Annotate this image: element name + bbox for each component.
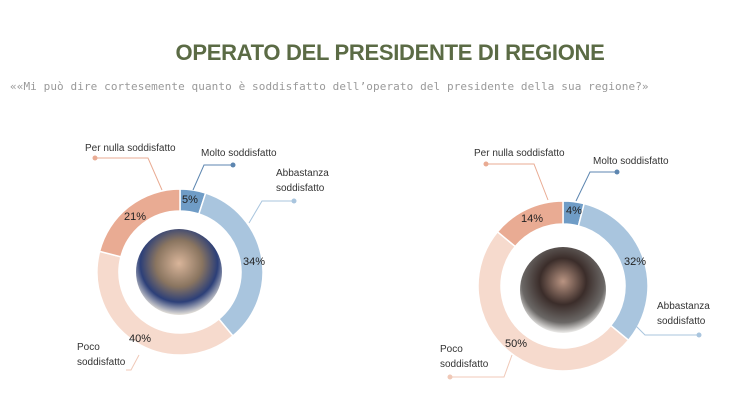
legend-molto: Molto soddisfatto: [593, 156, 669, 167]
legend-line: Poco: [440, 344, 463, 355]
leader-dot: [92, 155, 98, 161]
leader-abbastanza-1: [248, 200, 294, 224]
data-label-per-nulla: 21%: [124, 211, 147, 223]
legend-per-nulla: Per nulla soddisfatto: [85, 143, 176, 154]
legend-line: Poco: [77, 342, 100, 353]
legend-line: soddisfatto: [276, 183, 325, 194]
leader-abbastanza-2: [635, 325, 699, 336]
data-label-molto: 4%: [566, 205, 582, 217]
legend-line: soddisfatto: [440, 359, 489, 370]
data-label-molto: 5%: [182, 194, 198, 206]
data-label-poco: 40%: [129, 333, 152, 345]
data-label-abbastanza: 34%: [243, 256, 266, 268]
legend-abbastanza: Abbastanza soddisfatto: [657, 299, 710, 329]
leader-dot: [696, 332, 702, 338]
leader-molto-2: [575, 171, 617, 202]
data-label-abbastanza: 32%: [624, 256, 647, 268]
leader-poco-1: [126, 354, 140, 371]
president-photo-right: [520, 247, 606, 333]
leader-dot: [291, 198, 297, 204]
president-photo-left: [136, 229, 222, 315]
leader-molto-1: [192, 164, 233, 191]
donut-slice-per-nulla: [496, 200, 564, 248]
leader-per-nulla-1: [95, 157, 163, 191]
data-label-poco: 50%: [505, 338, 528, 350]
donut-slice-poco: [477, 230, 630, 372]
leader-dot: [447, 374, 453, 380]
leader-dot: [230, 162, 236, 168]
legend-poco: Poco soddisfatto: [77, 340, 125, 370]
legend-line: soddisfatto: [657, 316, 706, 327]
data-label-per-nulla: 14%: [521, 213, 544, 225]
legend-per-nulla: Per nulla soddisfatto: [474, 148, 565, 159]
leader-dot: [483, 161, 489, 167]
donut-slice-per-nulla: [98, 188, 181, 258]
legend-abbastanza: Abbastanza soddisfatto: [276, 166, 329, 196]
leader-poco-2: [450, 354, 513, 378]
legend-line: soddisfatto: [77, 357, 126, 368]
legend-line: Abbastanza: [657, 301, 710, 312]
leader-per-nulla-2: [486, 163, 549, 201]
question-subtitle: ««Mi può dire cortesemente quanto è sodd…: [10, 80, 649, 93]
legend-poco: Poco soddisfatto: [440, 342, 488, 372]
page-title: OPERATO DEL PRESIDENTE DI REGIONE: [175, 40, 605, 65]
leader-dot: [614, 169, 620, 175]
legend-molto: Molto soddisfatto: [201, 148, 277, 159]
legend-line: Abbastanza: [276, 168, 329, 179]
